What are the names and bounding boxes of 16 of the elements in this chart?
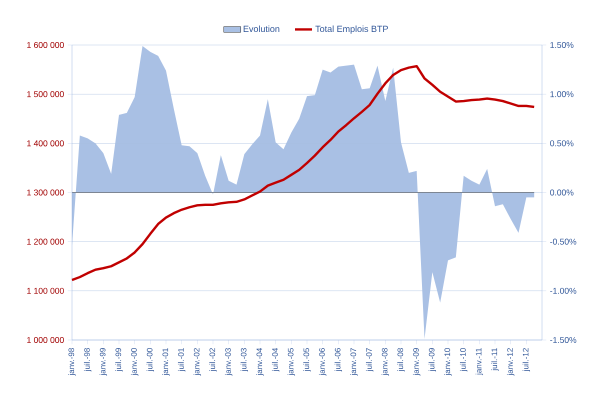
y-tick-label: 1 600 000 xyxy=(27,42,64,48)
y2-tick-label: 1.50% xyxy=(550,42,574,48)
y-tick-label: 1 400 000 xyxy=(27,140,64,146)
y-tick-label: 1 000 000 xyxy=(27,337,64,343)
y2-tick-label: -0.50% xyxy=(550,238,576,245)
y2-tick-label: -1.50% xyxy=(550,337,576,343)
y2-tick-label: 0.50% xyxy=(550,140,574,146)
legend-label: Evolution xyxy=(244,25,280,32)
y-tick-label: 1 300 000 xyxy=(27,190,64,196)
y2-tick-label: -1.00% xyxy=(550,288,576,294)
y-tick-label: 1 100 000 xyxy=(27,288,64,294)
y2-tick-label: 1.00% xyxy=(550,91,574,98)
legend-label: Total Emplois BTP xyxy=(315,25,388,34)
y-tick-label: 1 500 000 xyxy=(27,91,64,98)
y2-tick-label: 0.00% xyxy=(550,190,574,196)
y-tick-label: 1 200 000 xyxy=(27,238,64,245)
